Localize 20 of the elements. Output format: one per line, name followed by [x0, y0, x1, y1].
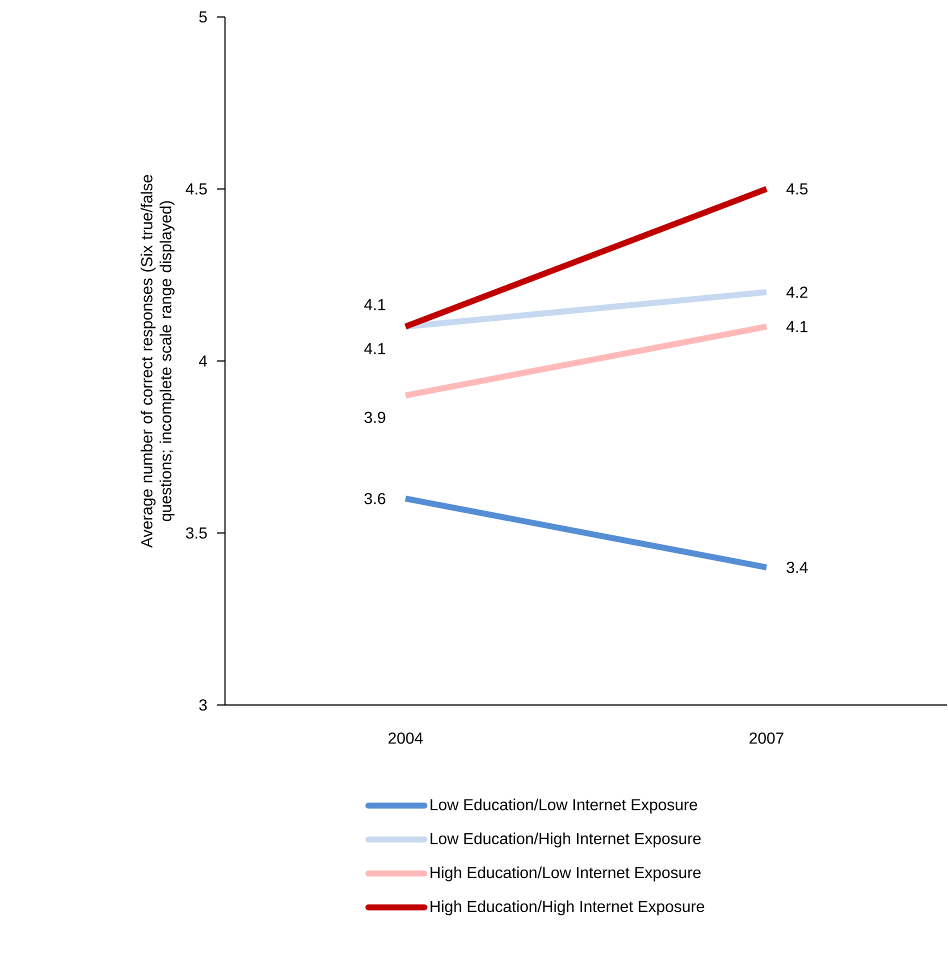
y-tick-label: 3: [199, 699, 207, 711]
data-label: 4.2: [786, 286, 808, 298]
data-label: 4.5: [786, 183, 808, 195]
legend-label: High Education/Low Internet Exposure: [430, 866, 701, 882]
data-label: 3.6: [364, 492, 386, 504]
y-tick-label: 3.5: [186, 527, 207, 539]
data-label: 4.1: [786, 321, 808, 332]
legend-label: Low Education/High Internet Exposure: [430, 832, 701, 848]
y-tick-label: 4.5: [186, 183, 207, 195]
y-tick-label: 4: [199, 356, 208, 366]
data-label: 4.1: [364, 343, 386, 354]
y-axis-title: Average number of correct responses (Six true/false questions; incomplete scale range displayed): [140, 174, 175, 548]
data-label: 3.9: [364, 412, 386, 424]
x-tick-label: 2007: [750, 732, 784, 744]
x-tick-label: 2004: [388, 732, 423, 744]
y-tick-label: 5: [199, 11, 207, 23]
legend-label: Low Education/Low Internet Exposure: [430, 798, 698, 814]
legend-label: High Education/High Internet Exposure: [430, 900, 704, 916]
data-label: 4.1: [364, 299, 386, 310]
data-label: 3.4: [786, 562, 808, 574]
